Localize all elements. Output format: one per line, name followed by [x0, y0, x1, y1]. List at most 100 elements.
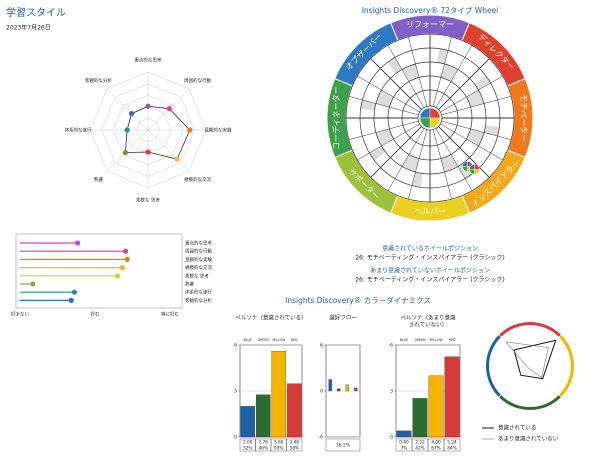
total-label: 36.2% [336, 443, 351, 449]
wheel-segment-label: モチベーター [519, 94, 528, 142]
wheel-spoke [438, 58, 490, 110]
radar-label: 規模的な交流 [184, 176, 211, 183]
wheel-spoke [348, 96, 419, 116]
lollipop-dot [115, 273, 121, 279]
bar [255, 394, 271, 438]
category-label: RED [449, 338, 456, 342]
wheel-spoke [432, 36, 452, 107]
wheel-spoke [357, 75, 420, 113]
color-icon [419, 117, 431, 129]
wheel-spoke [370, 126, 422, 178]
bar [354, 387, 358, 392]
bar [240, 406, 256, 438]
lollipop-dot [123, 248, 129, 254]
chart-title: 選好フロー [329, 314, 357, 322]
wheel-spoke [441, 120, 512, 140]
wheel-spoke [408, 36, 428, 107]
radar-point [124, 127, 130, 133]
radar-point [187, 127, 193, 133]
wheel-spoke [435, 128, 473, 191]
chart-title: ペルソナ（意識されている） [235, 314, 306, 322]
lollipop-dot [68, 297, 74, 303]
radar-point [128, 110, 135, 117]
bar [337, 388, 341, 392]
percent-label: 58% [289, 446, 299, 452]
lollipop-dot [71, 289, 77, 295]
wheel-spoke [348, 120, 419, 140]
lollipop-label: 体系的な遂行 [185, 289, 212, 296]
radar-point [145, 149, 151, 155]
radar-line [125, 105, 191, 160]
percent-label: 32% [243, 446, 253, 452]
wheel-shade [387, 57, 402, 74]
value-label: 3.48 [289, 440, 299, 446]
wheel-segment-label: ヘルパー [414, 207, 446, 216]
wheel-spoke [435, 45, 473, 108]
color-icon [462, 166, 468, 172]
y-tick-label: 3 [390, 389, 393, 395]
category-label: YELLOW [429, 338, 443, 342]
radar-point [174, 156, 180, 162]
y-tick-label: 0 [320, 389, 323, 395]
wheel-shade [474, 75, 491, 90]
wheel-spoke [408, 129, 428, 200]
bar [345, 384, 349, 392]
wheel-spoke [432, 129, 452, 200]
value-label: 2.52 [415, 440, 425, 446]
dynamics-ring [559, 335, 574, 397]
category-label: GREEN [414, 338, 426, 342]
category-label: YELLOW [272, 338, 286, 342]
wheel-spoke [387, 128, 425, 191]
lollipop-label: 柔軟な 思考 [185, 272, 209, 279]
wheel-shade [375, 128, 394, 146]
wheel-spoke [370, 58, 422, 110]
bar [444, 356, 460, 438]
y-tick-label: 6 [320, 343, 323, 349]
radar-point [122, 149, 129, 156]
value-label: 2.00 [243, 440, 253, 446]
table-cell [325, 438, 361, 452]
dynamics-ring [499, 322, 561, 337]
value-label: 0.40 [399, 440, 409, 446]
radar-point [166, 106, 172, 112]
radar-label: 体系的な遂行 [65, 127, 92, 134]
position-label: あまり意識されていないホイールポジション [370, 267, 490, 275]
wheel-shade [375, 90, 394, 108]
radar-label: 柔軟な 思考 [136, 197, 160, 204]
bar [396, 430, 412, 438]
radar-label: 熟慮 [94, 176, 103, 183]
y-tick-label: 6 [390, 343, 393, 349]
percent-label: 67% [431, 446, 441, 452]
radar-label: 周囲的な行動 [184, 77, 211, 84]
lollipop-dot [75, 240, 81, 246]
wheel-shade [466, 90, 485, 108]
dynamics-ring [499, 395, 561, 410]
position-label: 意識されているホイールポジション [382, 245, 478, 253]
dynamics-shape [513, 339, 557, 380]
wheel-spoke [438, 126, 490, 178]
category-label: GREEN [258, 338, 270, 342]
radar-spoke [106, 129, 149, 172]
wheel-spoke [441, 96, 512, 116]
bar [412, 398, 428, 438]
percent-label: 7% [401, 446, 408, 452]
dynamics-ring [486, 335, 501, 397]
lollipop-label: 規模的な交流 [185, 264, 212, 271]
lollipop-dot [119, 265, 125, 271]
wheel-shade [369, 146, 386, 161]
radar-spoke [147, 129, 190, 172]
radar-label: 客観的な分析 [85, 77, 112, 84]
lollipop-label: 客観的な分析 [185, 297, 212, 304]
value-label: 5.24 [447, 440, 457, 446]
percent-label: 46% [258, 446, 268, 452]
bar [428, 375, 444, 438]
radar-spoke [106, 88, 149, 131]
radar-label: 重点的な思考 [135, 57, 162, 64]
lollipop-label: 熟慮 [185, 281, 194, 288]
scale-label: 好まない [11, 311, 29, 318]
percent-label: 93% [274, 446, 284, 452]
category-label: BLUE [244, 338, 252, 342]
scale-label: 好む [91, 311, 100, 318]
wheel-spoke [387, 45, 425, 108]
